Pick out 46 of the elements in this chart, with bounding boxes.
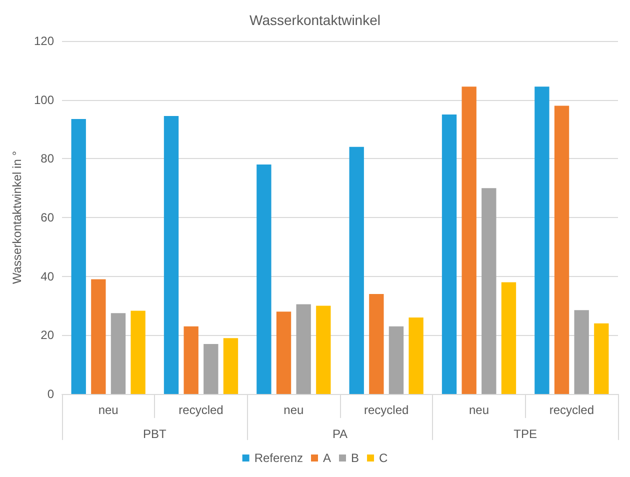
x-tick-label: neu: [284, 403, 304, 417]
y-tick-label: 0: [47, 387, 54, 401]
bar: [276, 312, 292, 394]
bar: [482, 188, 496, 394]
y-tick-label: 60: [40, 210, 54, 224]
bar: [71, 118, 86, 394]
bar: [554, 106, 570, 394]
bar: [534, 86, 550, 394]
bar: [349, 146, 364, 394]
x-tick-label: neu: [468, 403, 490, 417]
bar: [256, 164, 272, 394]
bar: [184, 326, 198, 394]
bar: [164, 116, 179, 394]
y-tick-label: 120: [34, 34, 54, 48]
x-tick-label: neu: [98, 403, 118, 417]
y-tick-label: 80: [40, 152, 54, 166]
bar: [462, 86, 476, 394]
bar: [91, 279, 106, 394]
bar: [442, 114, 457, 394]
bar: [594, 323, 609, 394]
bar: [408, 318, 424, 394]
bar: [204, 344, 218, 394]
legend-label: C: [379, 451, 388, 465]
legend-label: A: [323, 451, 332, 465]
y-axis-title: Wasserkontaktwinkel in °: [10, 150, 24, 284]
bar: [574, 310, 589, 394]
text: PBT: [142, 427, 168, 441]
bar: [316, 306, 331, 394]
legend-label: Referenz: [254, 451, 304, 465]
x-tick-label: recycled: [364, 403, 409, 417]
bar: [388, 326, 404, 394]
bar: [296, 304, 311, 394]
y-tick-label: 20: [40, 328, 54, 342]
x-tick-label: recycled: [178, 403, 224, 417]
chart-title: Wasserkontaktwinkel: [250, 12, 380, 28]
text: TPE: [514, 427, 538, 441]
text: PA: [332, 427, 348, 441]
x-tick-label: recycled: [549, 403, 594, 417]
bar: [223, 338, 238, 394]
legend-label: B: [351, 451, 360, 465]
bar: [130, 310, 146, 394]
y-tick-label: 40: [40, 269, 54, 284]
y-tick-label: 100: [34, 92, 54, 107]
bar: [369, 294, 384, 394]
bar: [501, 282, 516, 394]
bar: [110, 313, 126, 394]
